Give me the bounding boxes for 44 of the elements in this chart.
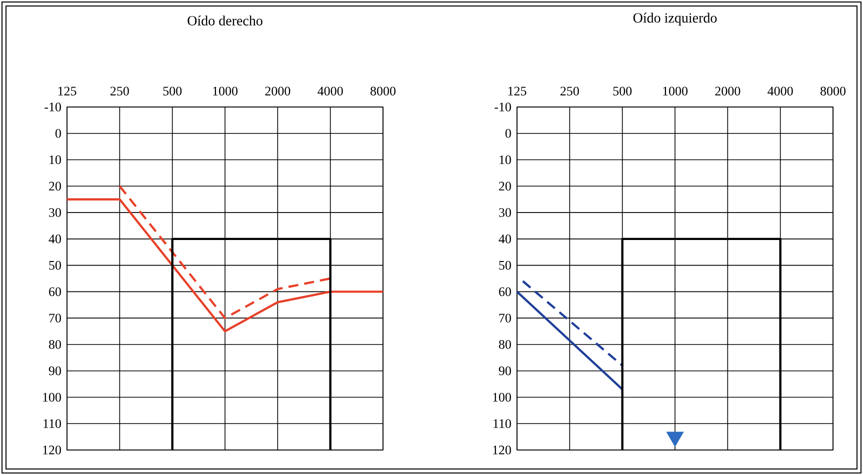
x-tick-label: 1000: [663, 86, 688, 96]
y-tick-label: 0: [505, 129, 511, 138]
x-tick-label: 2000: [715, 86, 740, 96]
y-tick-label: 30: [49, 208, 61, 217]
y-tick-label: 20: [49, 182, 61, 191]
y-tick-label: 90: [498, 366, 511, 376]
y-tick-label: 110: [44, 419, 61, 428]
x-tick-label: 250: [560, 86, 579, 96]
x-tick-label: 500: [613, 86, 632, 96]
y-tick-label: 10: [50, 155, 61, 164]
chart-title: Oído izquierdo: [633, 12, 717, 26]
x-tick-label: 4000: [318, 86, 343, 96]
x-tick-label: 4000: [768, 86, 793, 96]
x-tick-label: 8000: [370, 86, 396, 96]
y-tick-label: 60: [499, 287, 511, 296]
y-tick-label: 120: [493, 446, 511, 454]
y-tick-label: 0: [55, 129, 61, 138]
y-tick-label: 70: [499, 314, 511, 322]
y-tick-label: 80: [498, 340, 511, 349]
y-tick-label: 40: [48, 234, 61, 244]
y-tick-label: 110: [494, 419, 511, 428]
y-tick-label: 20: [499, 182, 511, 191]
x-tick-label: 8000: [820, 86, 846, 96]
x-tick-label: 2000: [265, 86, 290, 96]
x-tick-label: 250: [110, 86, 129, 96]
y-tick-label: 50: [49, 260, 61, 270]
x-tick-label: 125: [58, 86, 76, 96]
y-tick-label: 40: [498, 234, 511, 244]
y-tick-label: 50: [499, 260, 511, 270]
y-tick-label: 100: [493, 392, 511, 402]
y-tick-label: -10: [494, 102, 511, 112]
y-tick-label: 70: [49, 314, 61, 322]
y-tick-label: 30: [499, 208, 511, 217]
y-tick-label: 80: [48, 340, 61, 349]
y-tick-label: 90: [48, 366, 61, 376]
x-tick-label: 125: [508, 86, 526, 96]
y-tick-label: 10: [500, 155, 511, 164]
chart-title: Oído derecho: [188, 16, 262, 26]
y-tick-label: 100: [43, 392, 61, 402]
y-tick-label: -10: [44, 102, 61, 112]
y-tick-label: 60: [49, 287, 61, 296]
x-tick-label: 1000: [213, 86, 238, 96]
x-tick-label: 500: [163, 86, 182, 96]
y-tick-label: 120: [43, 446, 61, 454]
